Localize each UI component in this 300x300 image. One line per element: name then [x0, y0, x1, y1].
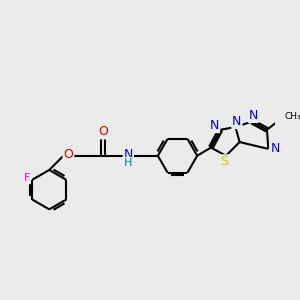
Text: S: S — [220, 155, 229, 168]
Text: N: N — [249, 109, 258, 122]
Text: N: N — [210, 119, 219, 132]
Text: N: N — [232, 115, 242, 128]
Text: N: N — [271, 142, 280, 155]
Text: N: N — [124, 148, 133, 161]
Text: H: H — [124, 158, 133, 168]
Text: O: O — [98, 125, 108, 138]
Text: F: F — [23, 173, 30, 183]
Text: O: O — [64, 148, 73, 161]
Text: CH₃: CH₃ — [284, 112, 300, 122]
